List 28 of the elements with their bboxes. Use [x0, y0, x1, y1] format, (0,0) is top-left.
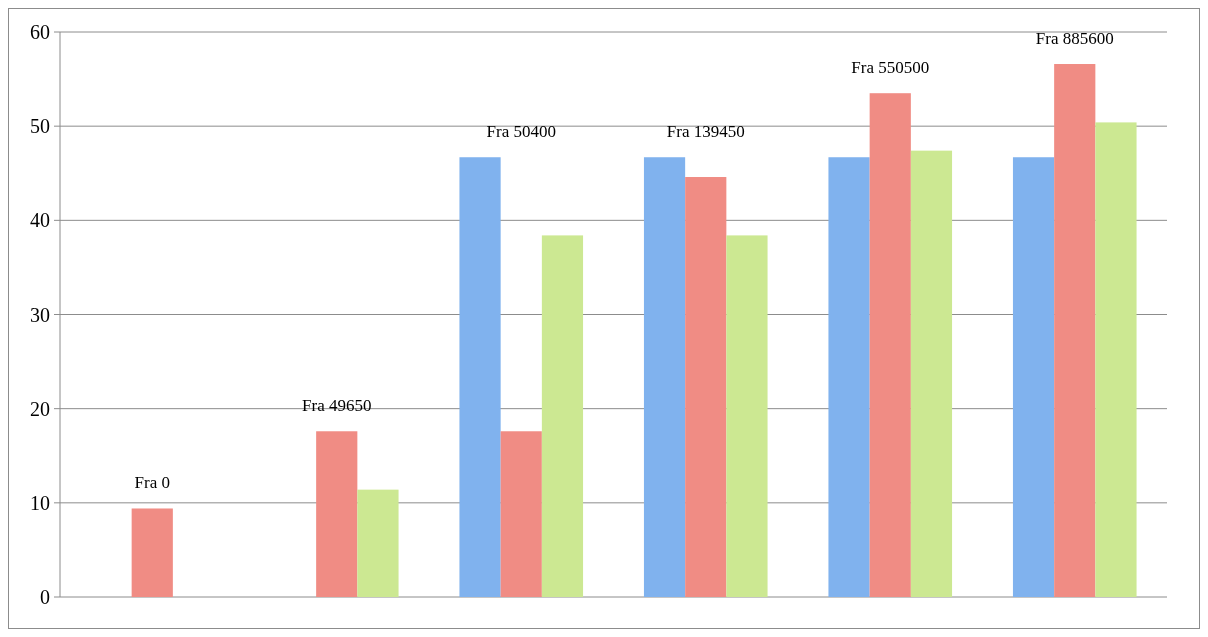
bar [131, 508, 173, 597]
x-tick-label: Fra 49650 [302, 396, 372, 416]
y-tick-label: 40 [30, 209, 50, 232]
x-tick-label: Fra 0 [134, 473, 170, 493]
y-tick-label: 50 [30, 115, 50, 138]
bar [643, 157, 686, 597]
y-tick-label: 60 [30, 21, 50, 43]
bar [541, 235, 584, 597]
y-tick-label: 30 [30, 303, 50, 326]
x-tick-label: Fra 139450 [666, 122, 745, 142]
bar [1095, 122, 1137, 597]
bar [685, 177, 727, 597]
bar [869, 93, 911, 597]
bar [500, 431, 542, 597]
bar [316, 431, 358, 597]
bar [828, 157, 870, 597]
x-tick-label: Fra 885600 [1035, 29, 1114, 49]
x-tick-label: Fra 550500 [851, 58, 930, 78]
bar [1012, 157, 1055, 597]
bar [459, 157, 501, 597]
bar [357, 489, 399, 597]
bar [726, 235, 768, 597]
bar [1054, 64, 1096, 597]
bar [910, 150, 953, 597]
y-tick-label: 20 [30, 397, 50, 420]
x-tick-label: Fra 50400 [486, 122, 556, 142]
y-tick-label: 0 [40, 586, 50, 608]
y-tick-label: 10 [30, 491, 50, 514]
